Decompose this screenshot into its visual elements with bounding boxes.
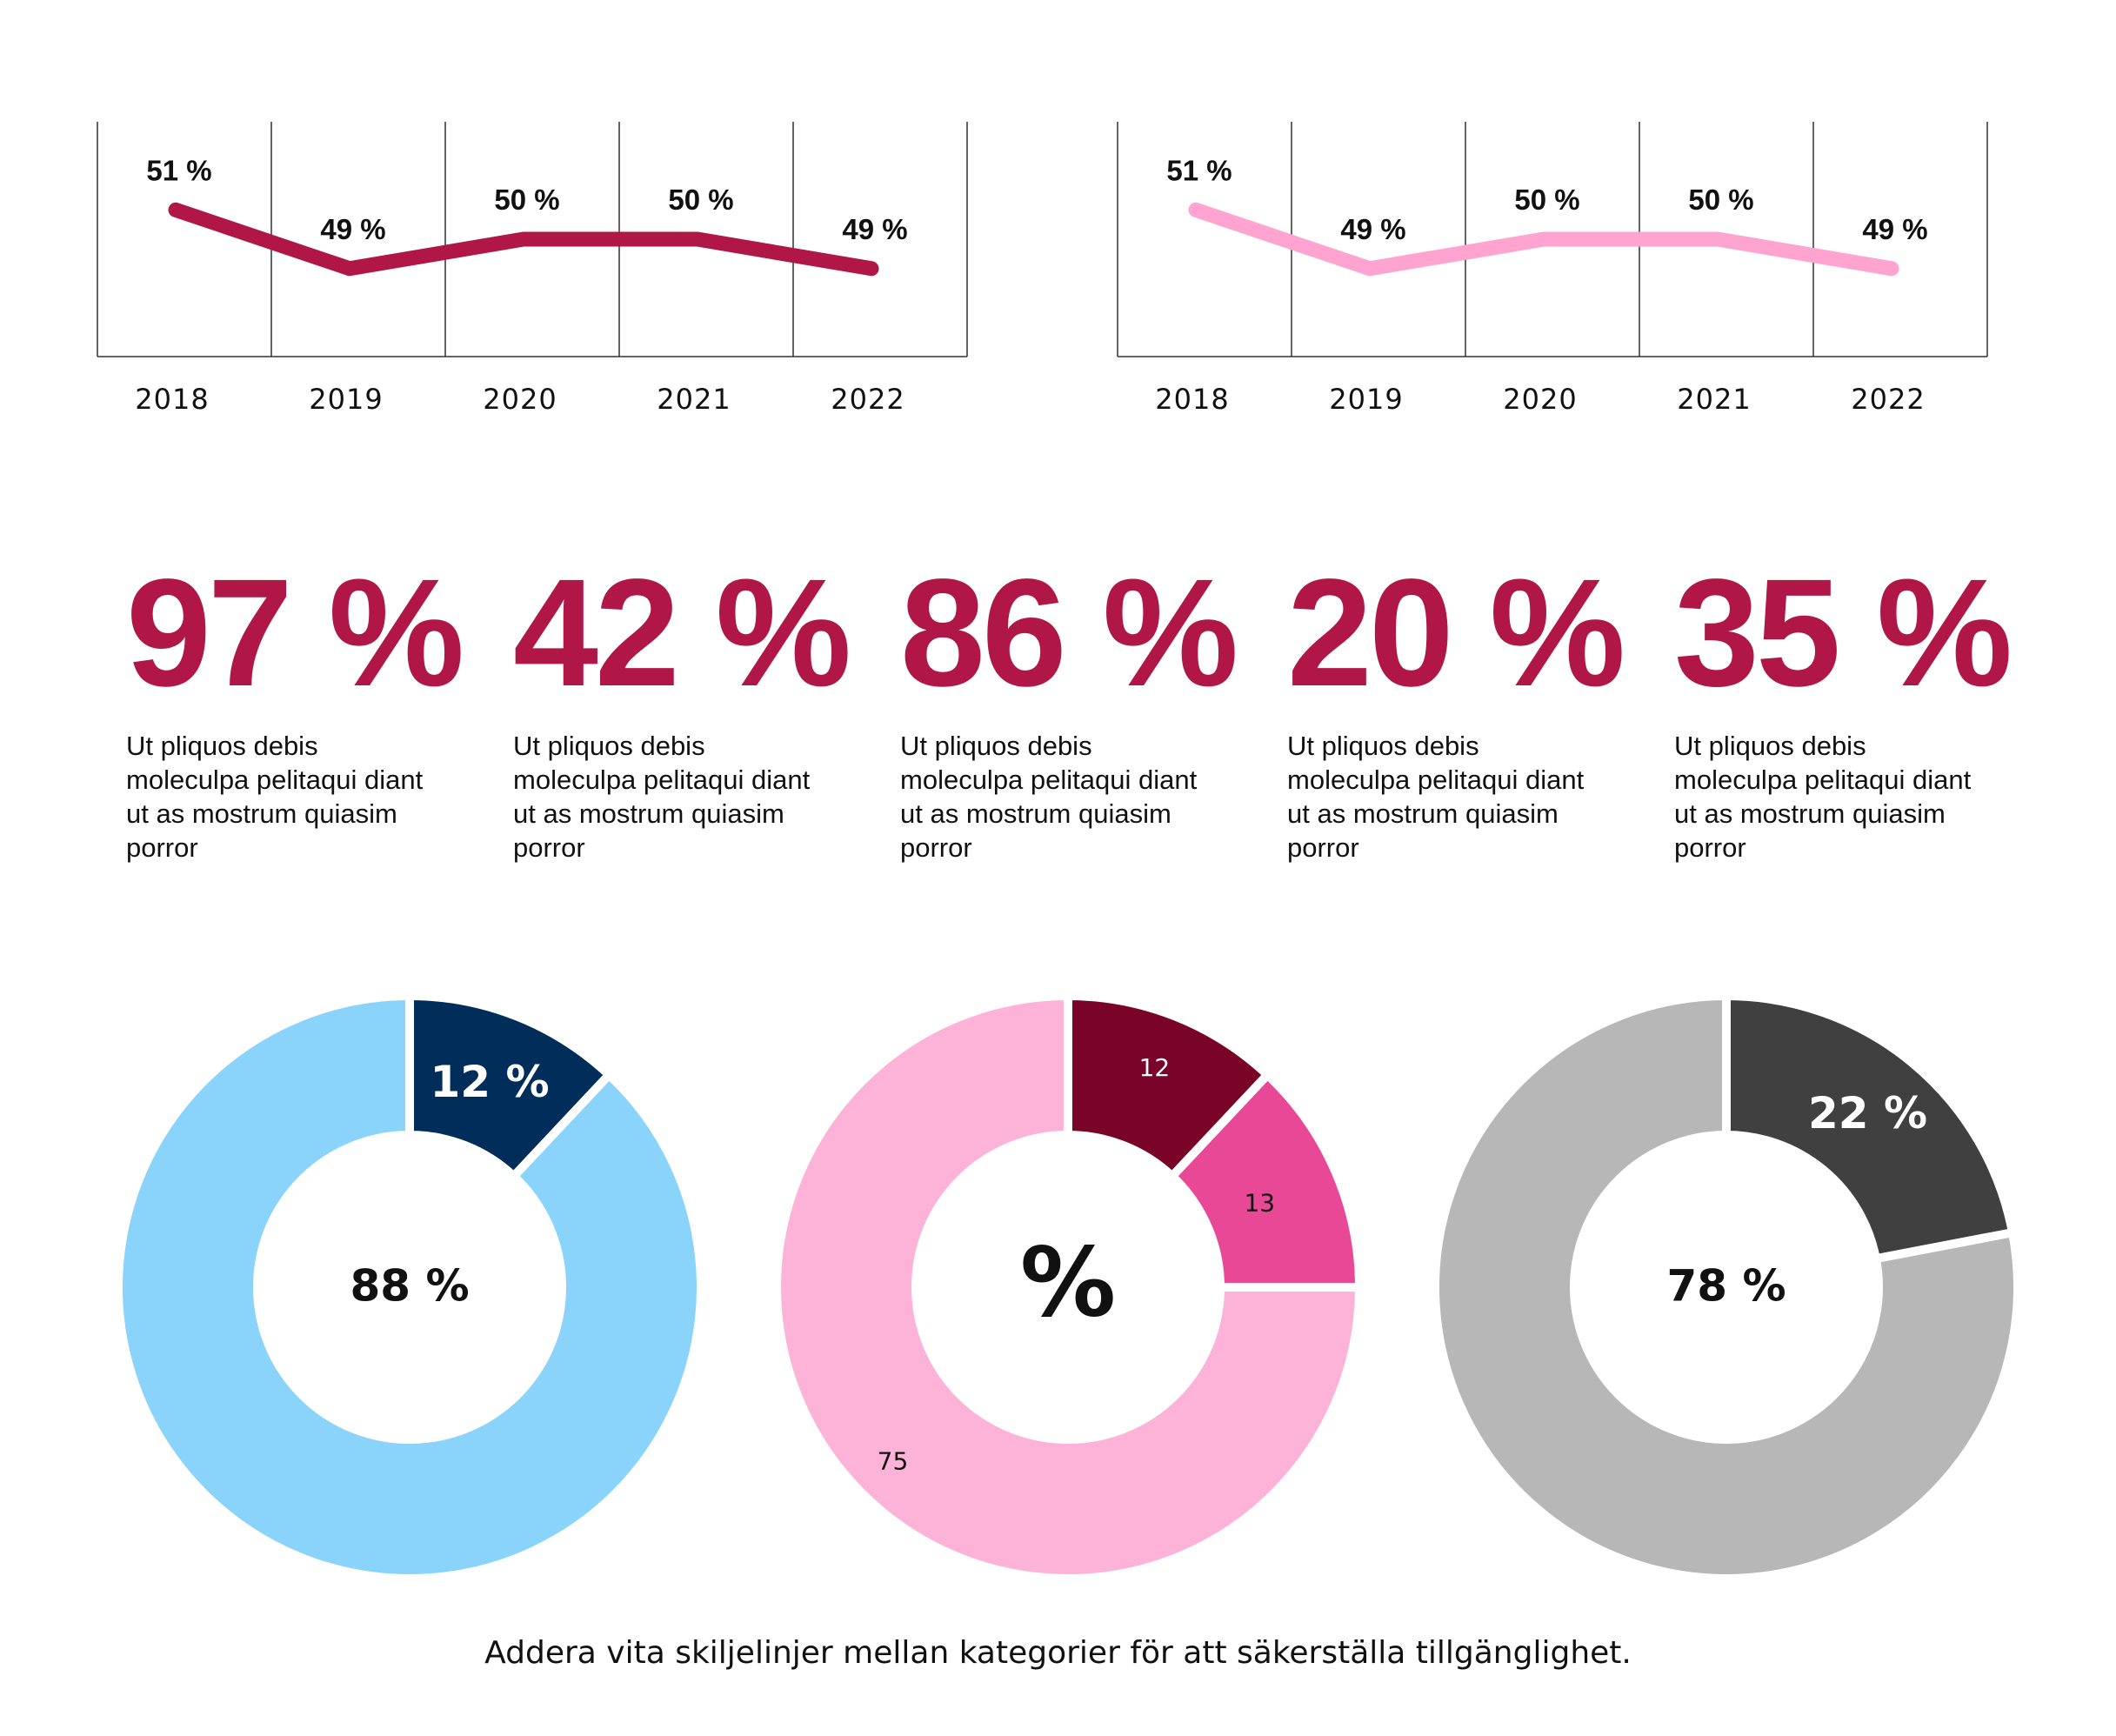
line-chart-dark-svg: 51 % 2018 49 % 2019 50 % 2020 50 % 2021 49 % 2022 (97, 122, 968, 416)
stat-description: Ut pliquos debis moleculpa pelitaqui dia… (1674, 731, 1972, 863)
x-tick-label: 2019 (309, 383, 383, 416)
x-tick-label: 2018 (135, 383, 209, 416)
footnote: Addera vita skiljelinjer mellan kategori… (484, 1635, 1632, 1671)
stat-item: 42 % Ut pliquos debis moleculpa pelitaqu… (513, 557, 861, 865)
x-tick-label: 2020 (483, 383, 557, 416)
donut-chart-blue: 12 % 88 % (114, 992, 705, 1583)
donut-slice (1165, 1068, 1364, 1292)
donut-slice (1431, 992, 2022, 1583)
data-label: 51 % (146, 154, 211, 186)
line-chart-light-svg: 51 % 2018 49 % 2019 50 % 2020 50 % 2021 49 % 2022 (1117, 122, 1988, 416)
data-label: 49 % (320, 213, 385, 245)
donut-slice (1064, 992, 1274, 1183)
x-tick-label: 2022 (1851, 383, 1925, 416)
stat-description: Ut pliquos debis moleculpa pelitaqui dia… (1287, 731, 1585, 863)
x-tick-label: 2019 (1329, 383, 1403, 416)
stats-row: 97 % Ut pliquos debis moleculpa pelitaqu… (0, 557, 2116, 887)
donut-slice (114, 992, 705, 1583)
donut-slice (772, 992, 1364, 1583)
donut-center-label: % (1020, 1226, 1116, 1338)
series-line (1188, 202, 1899, 277)
stat-value: 42 % (513, 548, 851, 718)
donut-chart-gray: 22 % 78 % (1431, 992, 2022, 1583)
x-tick-label: 2021 (657, 383, 731, 416)
donut-slice (405, 992, 616, 1183)
stat-item: 20 % Ut pliquos debis moleculpa pelitaqu… (1287, 557, 1635, 865)
donut-center-label: 88 % (350, 1261, 469, 1312)
data-label: 51 % (1166, 154, 1232, 186)
stat-value: 20 % (1287, 548, 1625, 718)
stat-description: Ut pliquos debis moleculpa pelitaqui dia… (126, 731, 424, 863)
x-tick-label: 2021 (1677, 383, 1751, 416)
stat-value: 35 % (1674, 548, 2013, 718)
x-tick-label: 2020 (1503, 383, 1577, 416)
donut-slice (1722, 992, 2018, 1265)
line-chart-light: 51 % 2018 49 % 2019 50 % 2020 50 % 2021 49 % 2022 (1117, 104, 2022, 435)
slice-label: 22 % (1808, 1088, 1927, 1138)
data-label: 50 % (1514, 184, 1579, 216)
stat-value: 86 % (900, 548, 1238, 718)
donut-chart-pink: 12 13 75% (772, 992, 1364, 1583)
stat-description: Ut pliquos debis moleculpa pelitaqui dia… (513, 731, 811, 863)
data-label: 49 % (1340, 213, 1405, 245)
data-label: 50 % (1688, 184, 1753, 216)
x-tick-label: 2018 (1155, 383, 1229, 416)
donut-chart-pink-svg: 12 13 75% (772, 992, 1364, 1583)
slice-label: 12 % (430, 1057, 549, 1107)
donut-chart-gray-svg: 22 % 78 % (1431, 992, 2022, 1583)
slice-label: 13 (1244, 1189, 1275, 1218)
line-chart-dark: 51 % 2018 49 % 2019 50 % 2020 50 % 2021 49 % 2022 (97, 104, 1002, 435)
x-tick-label: 2022 (831, 383, 904, 416)
stat-item: 97 % Ut pliquos debis moleculpa pelitaqu… (126, 557, 474, 865)
stat-value: 97 % (126, 548, 464, 718)
data-label: 49 % (842, 213, 907, 245)
donut-chart-blue-svg: 12 % 88 % (114, 992, 705, 1583)
donut-center-label: 78 % (1666, 1261, 1786, 1312)
stat-item: 35 % Ut pliquos debis moleculpa pelitaqu… (1674, 557, 2022, 865)
data-label: 50 % (494, 184, 559, 216)
stat-item: 86 % Ut pliquos debis moleculpa pelitaqu… (900, 557, 1248, 865)
slice-label: 12 (1139, 1053, 1171, 1082)
stat-description: Ut pliquos debis moleculpa pelitaqui dia… (900, 731, 1198, 863)
data-label: 49 % (1862, 213, 1927, 245)
series-line (168, 202, 879, 277)
slice-label: 75 (878, 1447, 909, 1476)
data-label: 50 % (668, 184, 733, 216)
